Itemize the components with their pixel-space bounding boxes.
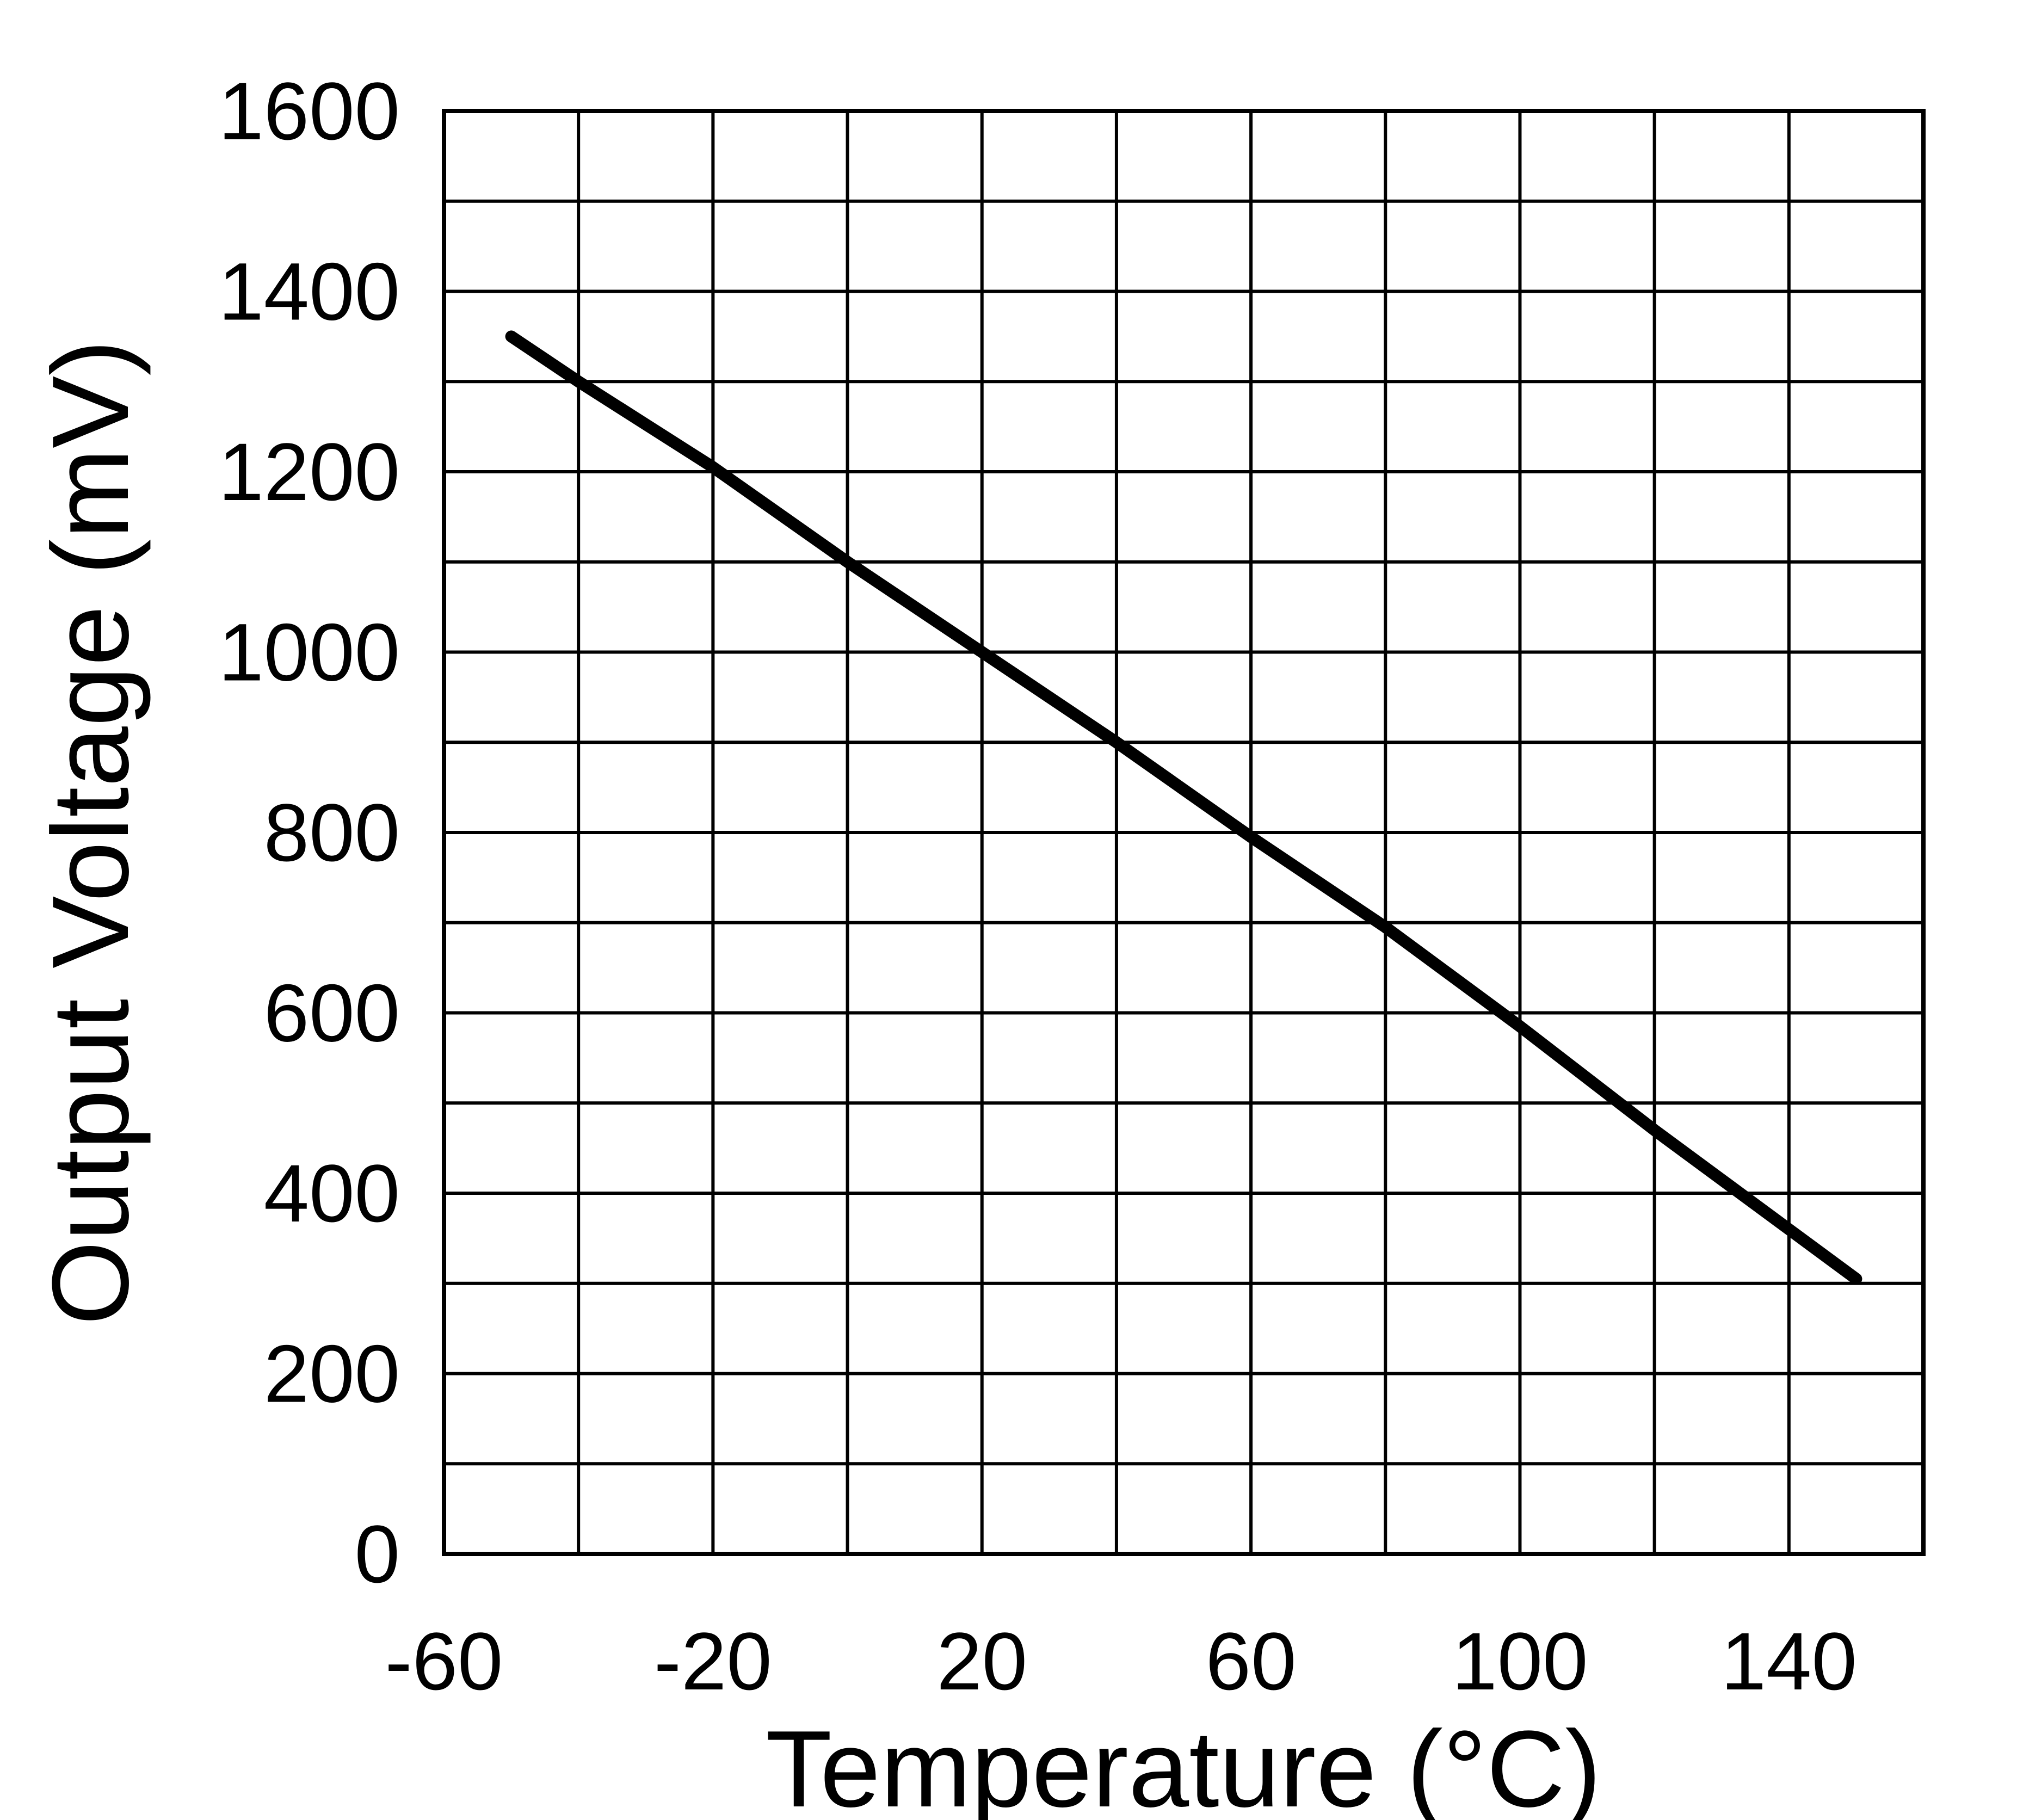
y-tick-label: 1600 (218, 65, 400, 157)
y-tick-label: 1200 (218, 426, 400, 517)
x-tick-label: 100 (1452, 1615, 1588, 1707)
x-tick-label: 140 (1721, 1615, 1857, 1707)
y-tick-label: 0 (355, 1508, 400, 1600)
y-tick-label: 800 (264, 787, 400, 878)
x-axis-label: Temperature (°C) (766, 1708, 1601, 1820)
series-line-output-voltage (505, 330, 1862, 1285)
grid (442, 109, 1925, 1556)
x-tick-labels: -60 -20 20 60 100 140 (385, 1615, 1857, 1707)
x-tick-label: -20 (654, 1615, 772, 1707)
y-tick-label: 1400 (218, 246, 400, 337)
y-tick-label: 1000 (218, 607, 400, 698)
x-tick-label: -60 (385, 1615, 503, 1707)
x-tick-label: 20 (936, 1615, 1027, 1707)
x-tick-label: 60 (1206, 1615, 1297, 1707)
plot-frame (442, 109, 1926, 1556)
y-tick-label: 400 (264, 1147, 400, 1239)
y-tick-label: 200 (264, 1328, 400, 1420)
y-axis-label: Output Voltage (mV) (30, 340, 151, 1325)
y-tick-labels: 0 200 400 600 800 1000 1200 1400 1600 (218, 65, 400, 1600)
y-tick-label: 600 (264, 967, 400, 1059)
